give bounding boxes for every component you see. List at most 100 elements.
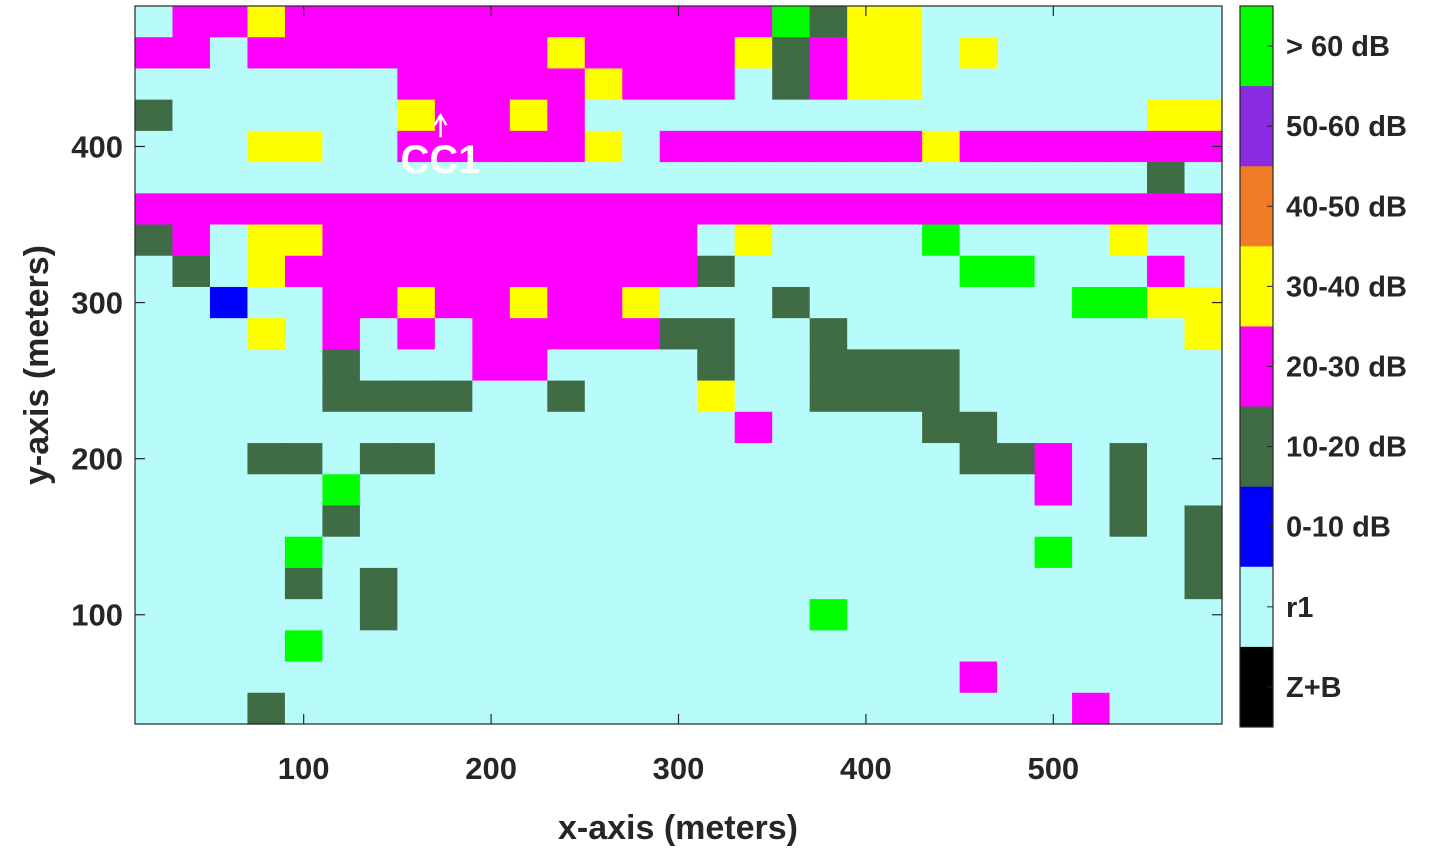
heatmap-cell <box>284 661 324 694</box>
heatmap-cell <box>322 224 361 257</box>
heatmap-cell <box>209 411 249 444</box>
heatmap-cell <box>1109 536 1148 569</box>
heatmap-cell <box>734 318 773 350</box>
heatmap-cell <box>659 68 698 101</box>
heatmap-cell <box>884 474 923 507</box>
heatmap-cell <box>172 411 211 444</box>
heatmap-cell <box>1109 99 1148 132</box>
heatmap-cell <box>922 162 961 194</box>
heatmap-cell <box>884 255 923 288</box>
heatmap-cell <box>1147 6 1186 38</box>
heatmap-cell <box>1109 474 1148 507</box>
heatmap-cell <box>959 255 998 288</box>
heatmap-cell <box>697 224 736 257</box>
heatmap-cell <box>472 443 511 475</box>
heatmap-cell <box>622 661 661 694</box>
heatmap-cell <box>734 567 773 600</box>
heatmap-cell <box>1072 474 1111 507</box>
heatmap-cell <box>209 661 249 694</box>
heatmap-cell <box>1034 255 1073 288</box>
heatmap-cell <box>809 411 848 444</box>
heatmap-cell <box>734 193 773 226</box>
heatmap-cell <box>997 536 1036 569</box>
heatmap-cell <box>359 193 398 226</box>
heatmap-cell <box>434 661 473 694</box>
heatmap-cell <box>547 318 586 350</box>
heatmap-cell <box>697 661 736 694</box>
heatmap-cell <box>397 567 436 600</box>
heatmap-cell <box>547 599 586 631</box>
heatmap-cell <box>734 224 773 257</box>
y-tick-label: 200 <box>71 442 123 477</box>
heatmap-cell <box>1072 286 1111 319</box>
heatmap-cell <box>434 37 473 70</box>
heatmap-cell <box>135 567 174 600</box>
heatmap-cell <box>1147 162 1186 194</box>
heatmap-cell <box>209 255 249 288</box>
heatmap-cell <box>434 692 473 725</box>
heatmap-cell <box>1147 37 1186 70</box>
heatmap-cell <box>509 505 548 538</box>
heatmap-cell <box>1184 99 1223 132</box>
heatmap-cell <box>734 692 773 725</box>
heatmap-cell <box>1184 692 1223 725</box>
heatmap-cell <box>1034 443 1073 475</box>
heatmap-cell <box>809 692 848 725</box>
heatmap-cell <box>284 505 324 538</box>
heatmap-cell <box>247 286 286 319</box>
heatmap-cell <box>1072 349 1111 382</box>
heatmap-cell <box>472 567 511 600</box>
heatmap-cell <box>997 474 1036 507</box>
heatmap-cell <box>509 318 548 350</box>
x-tick-label: 500 <box>1027 751 1079 786</box>
heatmap-cell <box>172 68 211 101</box>
heatmap-cell <box>622 255 661 288</box>
heatmap-cell <box>135 411 174 444</box>
heatmap-cell <box>1034 349 1073 382</box>
heatmap-cell <box>659 599 698 631</box>
heatmap-cell <box>959 380 998 413</box>
heatmap-cell <box>397 193 436 226</box>
heatmap-cell <box>247 380 286 413</box>
heatmap-cell <box>1034 630 1073 663</box>
heatmap-cell <box>1147 349 1186 382</box>
heatmap-cell <box>1147 255 1186 288</box>
heatmap-cell <box>772 349 811 382</box>
heatmap-cell <box>847 99 886 132</box>
heatmap-cell <box>547 68 586 101</box>
heatmap-cell <box>734 286 773 319</box>
heatmap-cell <box>434 505 473 538</box>
heatmap-cell <box>1072 68 1111 101</box>
heatmap-cell <box>1147 380 1186 413</box>
heatmap-cell <box>772 599 811 631</box>
heatmap-cell <box>1147 505 1186 538</box>
heatmap-cell <box>397 318 436 350</box>
heatmap-cell <box>997 68 1036 101</box>
heatmap-cell <box>472 37 511 70</box>
heatmap-cell <box>1072 443 1111 475</box>
heatmap-cell <box>697 380 736 413</box>
heatmap-cell <box>772 162 811 194</box>
heatmap-cell <box>922 380 961 413</box>
heatmap-cell <box>1184 567 1223 600</box>
heatmap-cell <box>1109 692 1148 725</box>
colorbar: > 60 dB 50-60 dB 40-50 dB 30-40 dB 20-30 dB 1… <box>1239 5 1407 728</box>
colorbar-label: r1 <box>1286 592 1313 624</box>
heatmap-cell <box>247 474 286 507</box>
heatmap-cell <box>1034 411 1073 444</box>
heatmap-cell <box>359 286 398 319</box>
heatmap-cell <box>1072 99 1111 132</box>
heatmap-cell <box>847 536 886 569</box>
heatmap-cell <box>284 599 324 631</box>
heatmap-cell <box>1147 318 1186 350</box>
heatmap-cell <box>397 130 436 163</box>
heatmap-cell <box>397 630 436 663</box>
heatmap-cell <box>922 224 961 257</box>
heatmap-cell <box>172 630 211 663</box>
heatmap-cell <box>284 37 324 70</box>
heatmap-cell <box>135 255 174 288</box>
heatmap-cell <box>359 692 398 725</box>
heatmap-cell <box>1034 130 1073 163</box>
heatmap-cell <box>284 474 324 507</box>
